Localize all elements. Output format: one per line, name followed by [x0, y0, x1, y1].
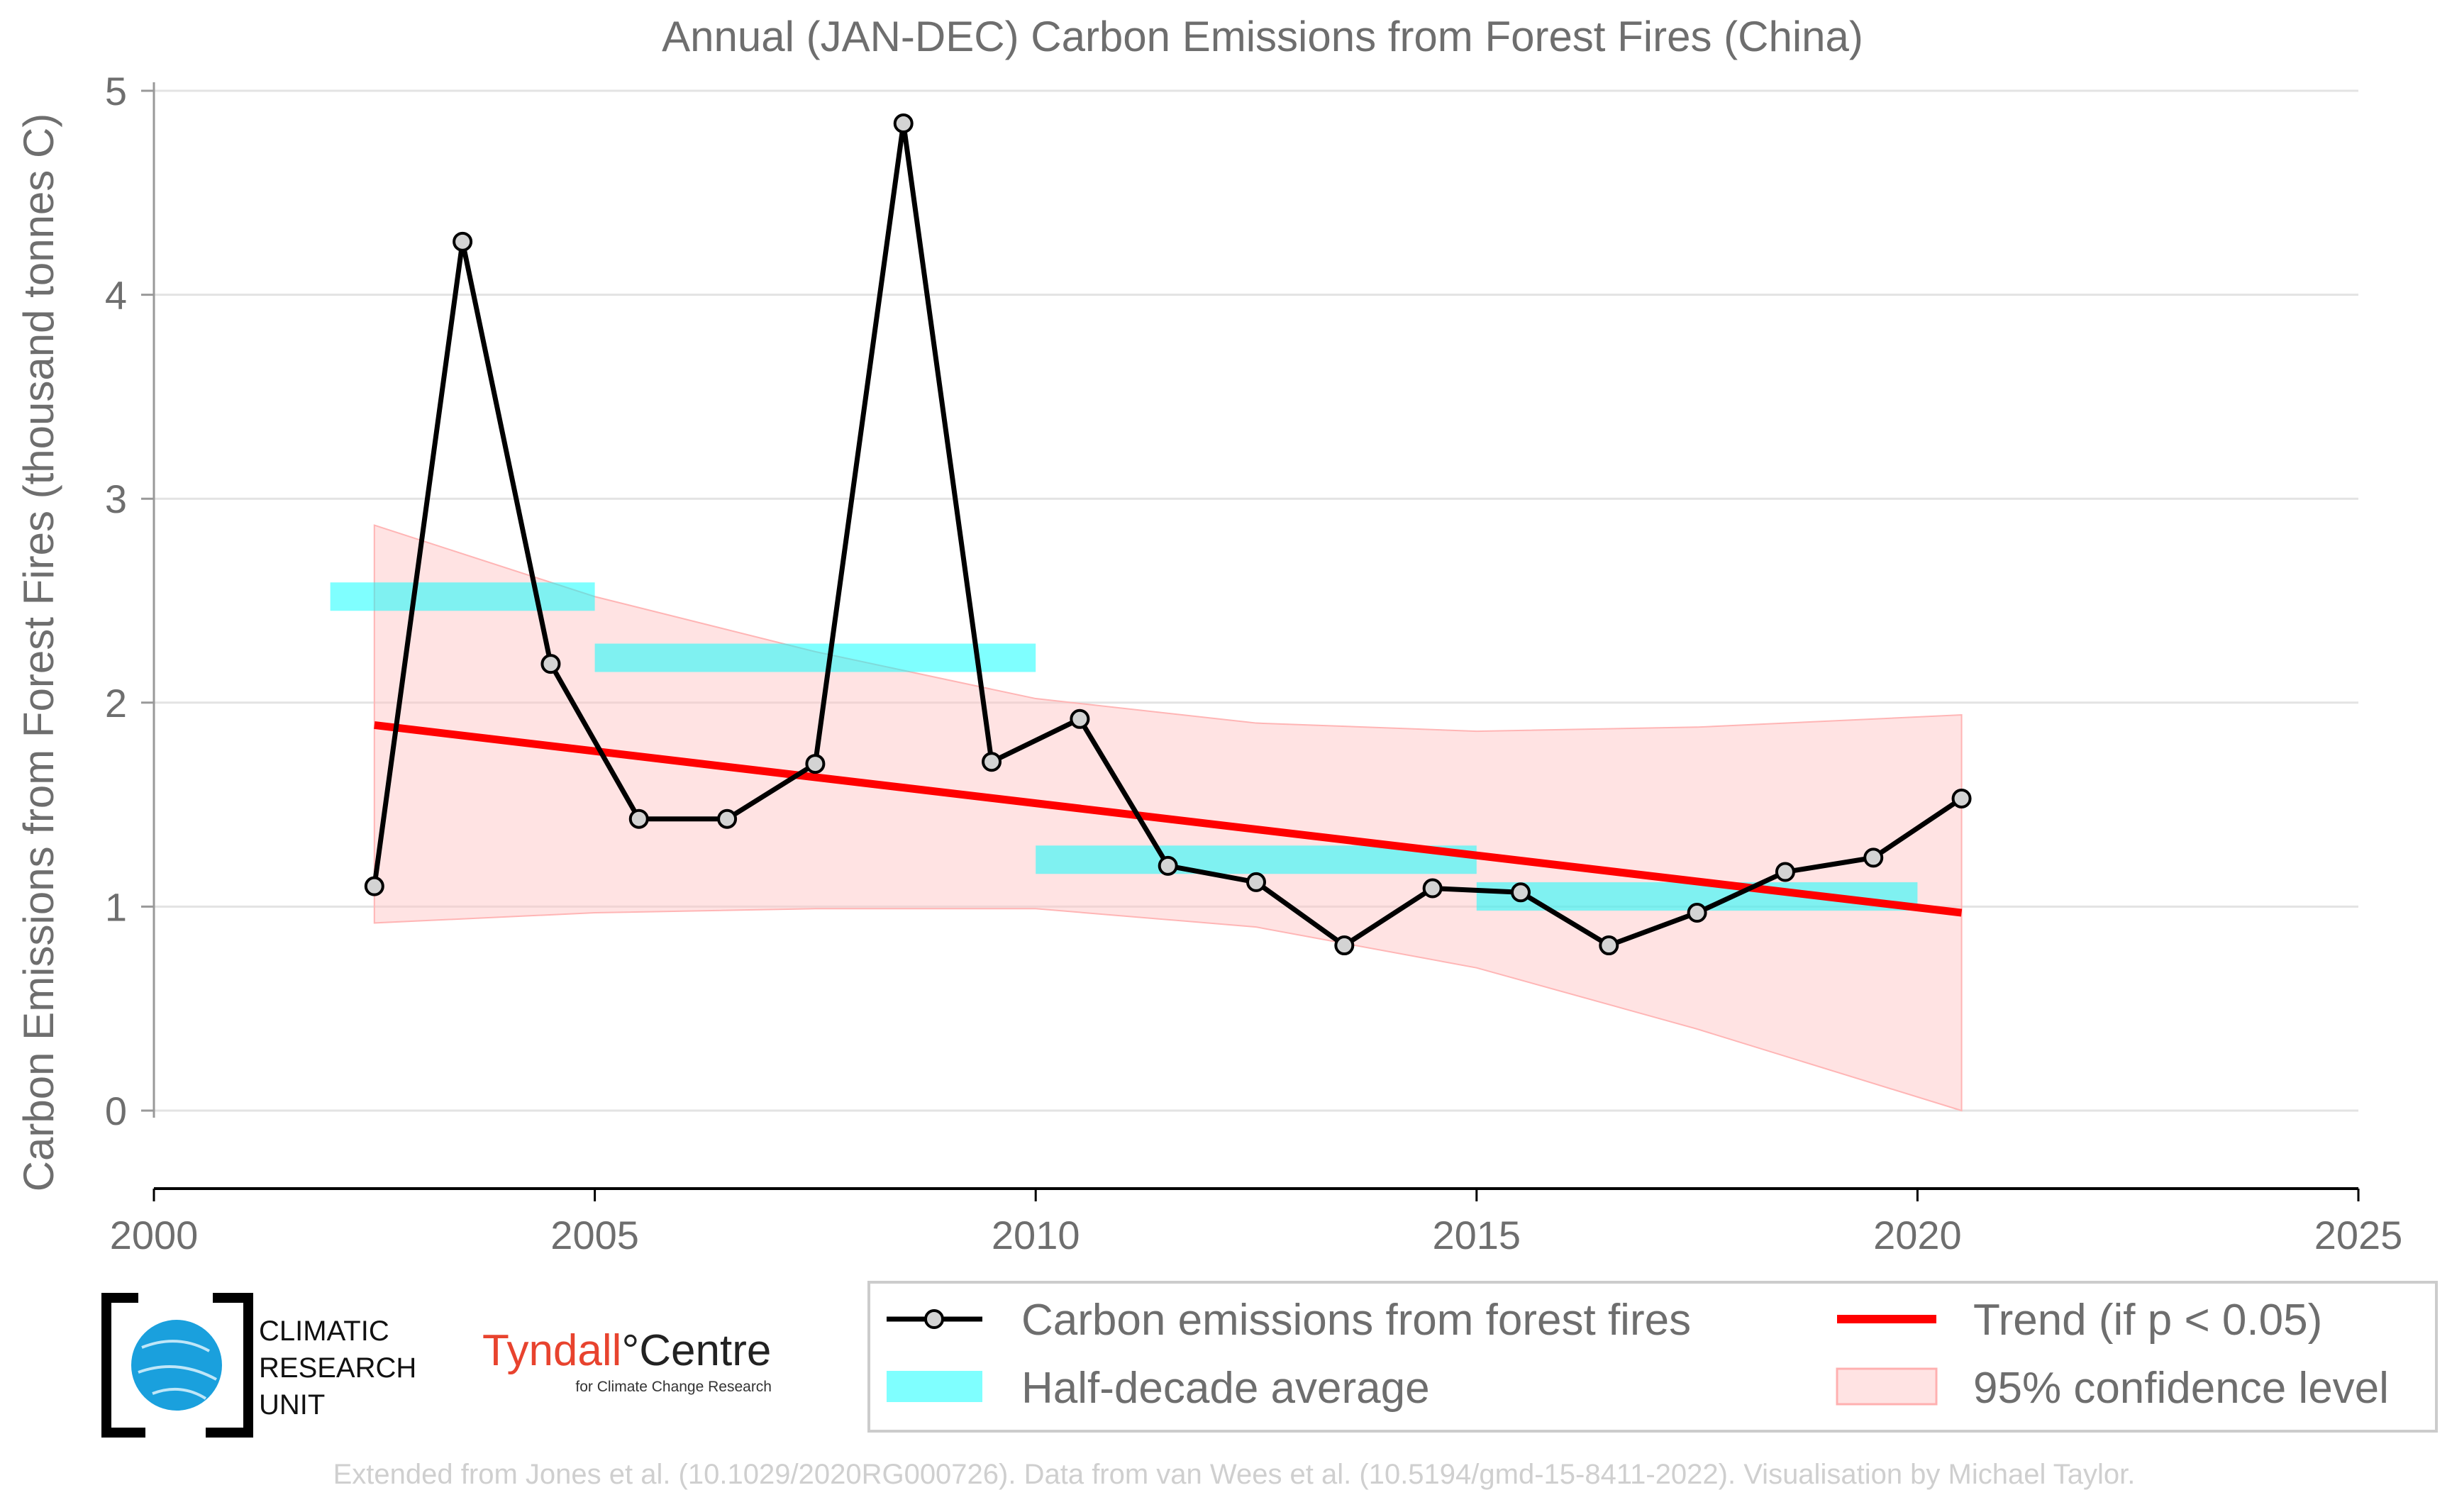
tyndall-logo-part2: Centre	[639, 1326, 771, 1375]
x-tick-label-2020: 2020	[1873, 1213, 1962, 1257]
data-point-9	[1158, 855, 1178, 876]
cru-logo-bracket-right	[206, 1293, 253, 1438]
tyndall-logo: Tyndall°Centre for Climate Change Resear…	[482, 1326, 772, 1395]
emissions-series-layer	[364, 113, 1972, 956]
cru-logo-line2: RESEARCH	[259, 1352, 416, 1384]
data-point-11	[1334, 935, 1355, 956]
tyndall-logo-name: Tyndall°Centre	[482, 1326, 771, 1375]
cru-logo-bracket-left	[101, 1293, 145, 1438]
chart-title: Annual (JAN-DEC) Carbon Emissions from F…	[662, 13, 1863, 60]
y-tick-label-2: 2	[105, 681, 127, 726]
data-point-14	[1599, 935, 1619, 956]
data-point-1	[453, 231, 473, 252]
cru-logo: CLIMATIC RESEARCH UNIT	[101, 1293, 416, 1438]
axes: 0 1 2 3 4 5 2000 2005 2010 2015 2020 2025	[105, 69, 2402, 1257]
legend-label-half-decade: Half-decade average	[1021, 1364, 1430, 1413]
data-point-5	[805, 754, 826, 774]
half-decade-average-layer	[330, 582, 1918, 911]
data-point-7	[982, 752, 1002, 772]
data-point-4	[717, 808, 738, 829]
tyndall-logo-degree: °	[621, 1326, 639, 1375]
legend-label-trend: Trend (if p < 0.05)	[1973, 1296, 2322, 1345]
legend-label-confidence: 95% confidence level	[1973, 1364, 2389, 1413]
credit-line: Extended from Jones et al. (10.1029/2020…	[333, 1459, 2136, 1490]
x-tick-label-2000: 2000	[110, 1213, 199, 1257]
data-point-3	[628, 808, 649, 829]
data-point-13	[1510, 882, 1531, 903]
gridlines	[154, 89, 2358, 1112]
half-decade-bar-0	[330, 582, 595, 611]
data-point-18	[1951, 788, 1972, 808]
data-point-2	[540, 654, 561, 674]
data-point-16	[1775, 862, 1795, 882]
cru-logo-line3: UNIT	[259, 1389, 325, 1421]
x-tick-label-2015: 2015	[1433, 1213, 1521, 1257]
y-tick-label-1: 1	[105, 884, 127, 929]
trend-line-layer	[374, 721, 1963, 917]
y-axis-label: Carbon Emissions from Forest Fires (thou…	[15, 113, 62, 1192]
legend-swatch-confidence	[1836, 1367, 1938, 1406]
y-tick-label-4: 4	[105, 273, 127, 318]
y-tick-label-0: 0	[105, 1089, 127, 1133]
data-point-10	[1246, 872, 1266, 892]
y-tick-label-3: 3	[105, 477, 127, 521]
globe-icon	[131, 1320, 222, 1411]
legend-swatch-half-decade	[887, 1371, 982, 1402]
trend-line	[374, 721, 1963, 917]
legend-swatch-emissions-marker	[924, 1309, 944, 1329]
legend-box	[867, 1281, 2438, 1433]
data-point-0	[364, 876, 384, 896]
x-tick-label-2005: 2005	[550, 1213, 639, 1257]
legend-label-emissions: Carbon emissions from forest fires	[1021, 1296, 1691, 1345]
half-decade-bar-1	[594, 643, 1036, 672]
tyndall-logo-subtitle: for Climate Change Research	[575, 1379, 772, 1395]
data-point-8	[1070, 708, 1090, 729]
x-tick-label-2010: 2010	[992, 1213, 1080, 1257]
x-tick-label-2025: 2025	[2314, 1213, 2403, 1257]
data-point-17	[1863, 847, 1884, 868]
legend: Carbon emissions from forest fires Trend…	[867, 1281, 2438, 1433]
tyndall-logo-part1: Tyndall	[482, 1326, 621, 1375]
cru-logo-line1: CLIMATIC	[259, 1316, 389, 1347]
data-point-12	[1422, 878, 1443, 899]
data-point-6	[893, 113, 914, 134]
globe-icon-swirl	[138, 1340, 217, 1400]
y-tick-label-5: 5	[105, 69, 127, 113]
data-point-15	[1687, 903, 1707, 923]
